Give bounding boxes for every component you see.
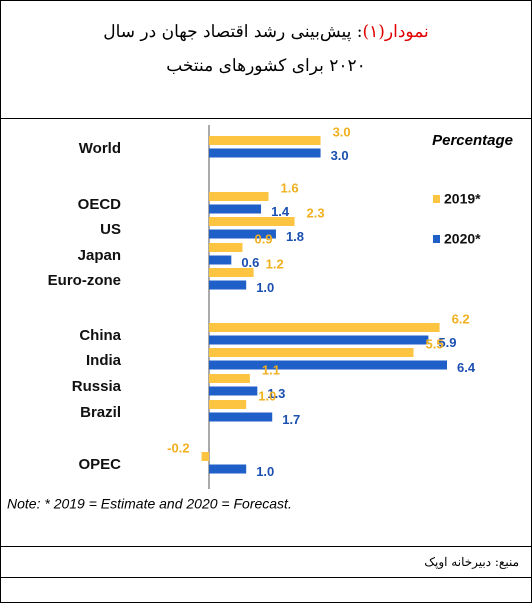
bar (209, 335, 429, 345)
category-label: India (86, 352, 122, 369)
value-label: 3.0 (333, 124, 351, 139)
bar (209, 386, 258, 396)
bar (209, 374, 250, 383)
value-label: 1.1 (262, 362, 280, 377)
category-label: US (100, 221, 121, 238)
title: : پیش‌بینی رشد اقتصاد جهان در سال ۲۰۲۰ ب… (103, 22, 366, 76)
value-label: 1.2 (266, 256, 284, 271)
value-label: 1.0 (258, 388, 276, 403)
bar (201, 452, 209, 461)
bar (209, 323, 440, 332)
bar (209, 192, 269, 201)
bar (209, 412, 273, 422)
value-label: 2.3 (307, 205, 325, 220)
category-label: World (79, 140, 121, 157)
category-label: OPEC (78, 456, 121, 473)
value-label: 3.0 (331, 148, 349, 163)
legend-label: 2019* (444, 191, 481, 207)
category-label: Russia (72, 378, 122, 395)
bar (209, 400, 247, 409)
value-label: 1.0 (256, 280, 274, 295)
title-prefix: نمودار(۱) (362, 22, 429, 42)
unit-label: Percentage (432, 132, 513, 149)
category-label: Euro-zone (48, 272, 121, 289)
legend-swatch (433, 235, 440, 243)
footer: منبع: دبیرخانه اوپک (1, 546, 531, 578)
value-label: 6.2 (452, 311, 470, 326)
value-label: 1.0 (256, 464, 274, 479)
source: منبع: دبیرخانه اوپک (424, 555, 519, 569)
value-label: 5.9 (438, 335, 456, 350)
bar (209, 229, 276, 239)
note: Note: * 2019 = Estimate and 2020 = Forec… (7, 496, 292, 512)
bar (209, 136, 321, 145)
value-label: 1.6 (281, 180, 299, 195)
bar (209, 148, 321, 158)
legend-swatch (433, 195, 440, 203)
bar (209, 268, 254, 277)
value-label: -0.2 (167, 440, 189, 455)
value-label: 0.6 (241, 255, 259, 270)
value-label: 1.3 (267, 386, 285, 401)
bar (209, 360, 447, 370)
bar (209, 348, 414, 357)
value-label: 1.8 (286, 229, 304, 244)
bar (209, 217, 295, 226)
category-label: OECD (78, 196, 122, 213)
bar (209, 243, 243, 252)
legend-label: 2020* (444, 231, 481, 247)
header: نمودار(۱): پیش‌بینی رشد اقتصاد جهان در س… (1, 1, 531, 119)
category-label: Brazil (80, 404, 121, 421)
bar (209, 464, 247, 474)
value-label: 0.9 (254, 231, 272, 246)
bar (209, 280, 247, 290)
chart: Percentage Note: * 2019 = Estimate and 2… (7, 124, 513, 512)
title-block: نمودار(۱): پیش‌بینی رشد اقتصاد جهان در س… (101, 15, 431, 83)
category-label: China (79, 327, 121, 344)
value-label: 6.4 (457, 360, 476, 375)
value-label: 1.7 (282, 412, 300, 427)
value-label: 1.4 (271, 204, 290, 219)
category-label: Japan (78, 247, 121, 264)
bar (209, 204, 262, 214)
value-label: 5.5 (426, 336, 444, 351)
bar (209, 255, 232, 265)
